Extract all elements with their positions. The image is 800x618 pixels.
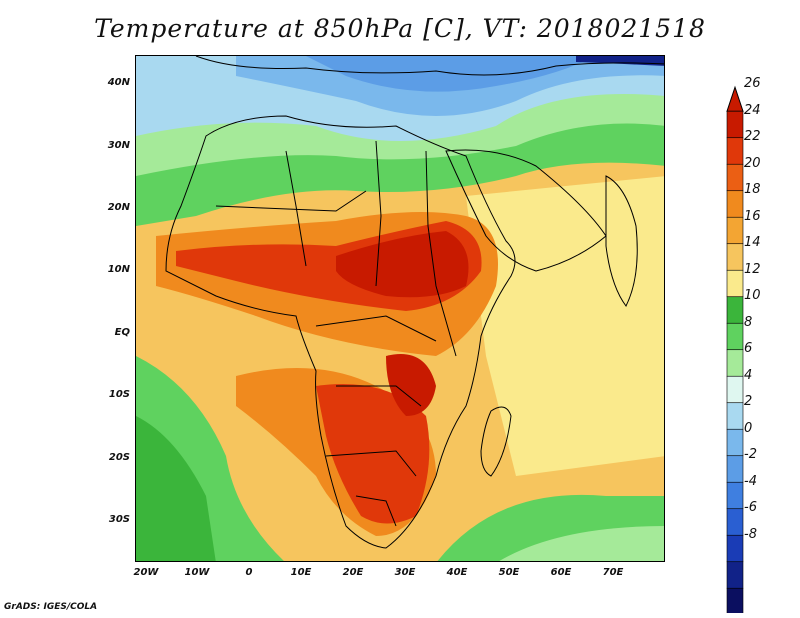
lat-label-30s: 30S xyxy=(108,514,130,525)
colorbar xyxy=(726,85,744,613)
lon-label-50e: 50E xyxy=(498,567,520,578)
border-5 xyxy=(315,315,437,342)
field-darkred-lakes xyxy=(386,354,436,416)
lat-label-10s: 10S xyxy=(108,389,130,400)
colorbar-label: 18 xyxy=(744,182,761,197)
field-darkblue-north xyxy=(306,56,596,92)
lon-label-0: 0 xyxy=(245,567,253,578)
lat-label-10n: 10N xyxy=(107,264,130,275)
africa-coastline xyxy=(165,115,516,549)
field-cyan-southeast xyxy=(499,526,664,561)
colorbar-swatch xyxy=(726,428,744,457)
lat-label-eq: EQ xyxy=(114,327,130,338)
lon-label-10e: 10E xyxy=(290,567,312,578)
colorbar-swatch xyxy=(726,455,744,483)
temperature-map xyxy=(135,55,665,562)
lat-label-40n: 40N xyxy=(107,77,130,88)
colorbar-swatch xyxy=(726,190,744,218)
europe-coastline xyxy=(195,56,664,76)
chart-title: Temperature at 850hPa [C], VT: 201802151… xyxy=(94,14,706,43)
lon-label-70e: 70E xyxy=(602,567,624,578)
lon-label-30e: 30E xyxy=(394,567,416,578)
colorbar-label: 14 xyxy=(744,235,761,250)
colorbar-label: 22 xyxy=(744,129,761,144)
colorbar-label: 20 xyxy=(744,155,761,171)
border-4 xyxy=(425,150,457,357)
colorbar-swatch xyxy=(726,137,744,165)
colorbar-swatch xyxy=(726,296,744,324)
coastlines xyxy=(165,56,664,549)
colorbar-label: -6 xyxy=(744,500,757,515)
colorbar-swatch xyxy=(726,322,744,351)
colorbar-swatch xyxy=(726,269,744,298)
border-7 xyxy=(325,450,417,477)
lon-label-10w: 10W xyxy=(184,567,210,578)
colorbar-label: 10 xyxy=(744,288,761,303)
india-coastline xyxy=(605,175,638,307)
colorbar-label: 26 xyxy=(744,76,761,91)
colorbar-swatch xyxy=(726,163,744,192)
colorbar-swatch xyxy=(726,402,744,430)
colorbar-label: 8 xyxy=(744,314,753,330)
border-6 xyxy=(336,385,422,407)
madagascar-coastline xyxy=(480,406,512,477)
arabia-coastline xyxy=(445,149,607,272)
colorbar-over-arrow xyxy=(726,85,744,112)
lon-label-60e: 60E xyxy=(550,567,572,578)
colorbar-swatch xyxy=(726,508,744,536)
colorbar-label: 6 xyxy=(744,341,753,356)
colorbar-label: -2 xyxy=(744,447,757,462)
colorbar-swatch xyxy=(726,243,744,271)
colorbar-swatch xyxy=(726,216,744,245)
lat-label-20s: 20S xyxy=(108,452,130,463)
colorbar-label: 16 xyxy=(744,208,761,224)
border-3 xyxy=(375,140,382,287)
field-red-south xyxy=(316,384,430,524)
field-light-yellow-east xyxy=(466,176,664,476)
field-lightgreen-southwest xyxy=(136,416,216,561)
lon-label-20w: 20W xyxy=(133,567,159,578)
lon-label-20e: 20E xyxy=(342,567,364,578)
colorbar-swatch xyxy=(726,349,744,377)
colorbar-label: -8 xyxy=(744,526,757,542)
colorbar-swatch xyxy=(726,481,744,510)
colorbar-label: -4 xyxy=(744,473,757,489)
lat-label-30n: 30N xyxy=(107,140,130,151)
colorbar-swatch xyxy=(726,561,744,589)
border-8 xyxy=(355,495,397,527)
colorbar-label: 2 xyxy=(744,394,753,409)
colorbar-label: 4 xyxy=(744,367,753,383)
border-1 xyxy=(215,190,367,212)
colorbar-swatch xyxy=(726,110,744,139)
colorbar-swatch xyxy=(726,587,744,613)
lat-label-20n: 20N xyxy=(107,202,130,213)
colorbar-swatch xyxy=(726,534,744,563)
colorbar-label: 0 xyxy=(744,420,753,436)
colorbar-swatch xyxy=(726,375,744,404)
colorbar-label: 24 xyxy=(744,102,761,118)
credit-text: GrADS: IGES/COLA xyxy=(4,602,98,612)
border-2 xyxy=(285,150,307,267)
lon-label-40e: 40E xyxy=(446,567,468,578)
colorbar-label: 12 xyxy=(744,261,761,277)
